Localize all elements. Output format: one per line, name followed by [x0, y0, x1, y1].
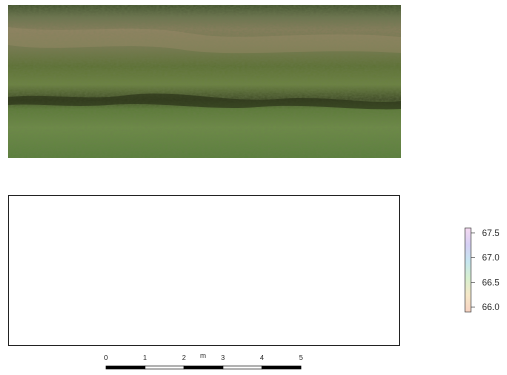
scale-segment [222, 365, 263, 370]
scale-tick-label: 2 [182, 355, 186, 362]
aerial-grass-photo-icon [8, 5, 401, 158]
legend-svg: 67.5 67.0 66.5 66.0 [464, 227, 500, 313]
scale-bar-svg: 0 1 2 3 4 5 m [104, 353, 303, 370]
scale-tick-label: 5 [299, 355, 303, 362]
legend-tick-label: 67.0 [482, 253, 500, 263]
legend-color-bar [464, 227, 472, 313]
scale-tick-label: 1 [143, 355, 147, 362]
scale-tick-label: 3 [221, 355, 225, 362]
scale-tick-label: 0 [104, 355, 108, 362]
scale-segment [183, 365, 224, 370]
legend-tick-label: 66.5 [482, 277, 500, 287]
scale-segment [144, 365, 185, 370]
scale-segment [261, 365, 302, 370]
scale-bar: 0 1 2 3 4 5 m [100, 352, 310, 370]
map-panel [8, 195, 400, 346]
scale-segment [105, 365, 146, 370]
aerial-photo [8, 5, 401, 158]
scale-tick-label: 4 [260, 355, 264, 362]
legend-tick-label: 66.0 [482, 302, 500, 312]
legend: 67.5 67.0 66.5 66.0 [462, 225, 507, 315]
scale-unit-label: m [200, 353, 206, 360]
legend-tick-label: 67.5 [482, 228, 500, 238]
